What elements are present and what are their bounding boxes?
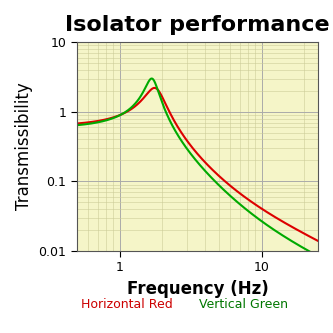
Text: Horizontal Red: Horizontal Red <box>81 298 172 311</box>
Y-axis label: Transmissibility: Transmissibility <box>15 83 33 210</box>
Text: Vertical Green: Vertical Green <box>198 298 288 311</box>
Title: Isolator performance: Isolator performance <box>65 15 330 35</box>
X-axis label: Frequency (Hz): Frequency (Hz) <box>127 280 268 298</box>
